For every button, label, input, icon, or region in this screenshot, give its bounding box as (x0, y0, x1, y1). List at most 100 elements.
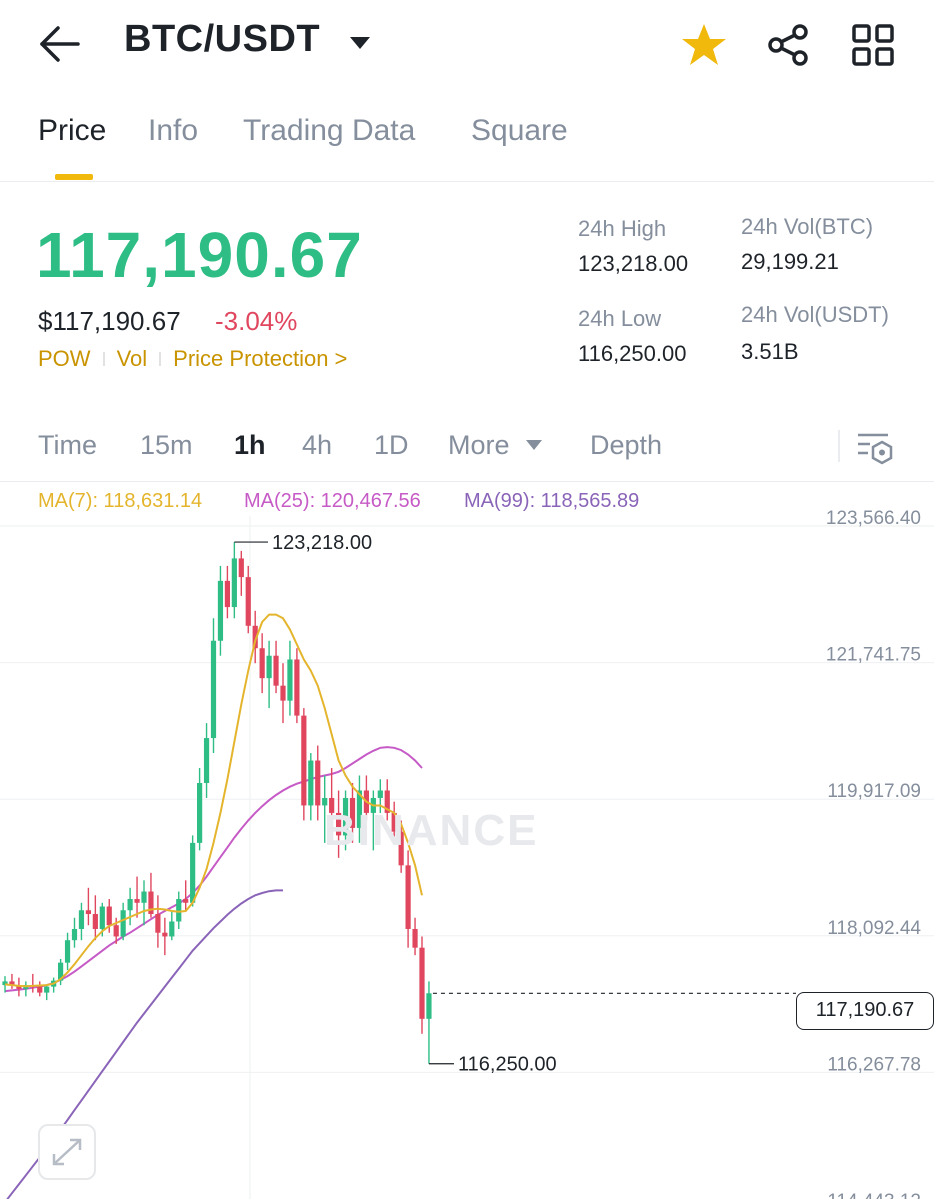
candle-body (336, 812, 342, 836)
tag-separator (159, 352, 162, 366)
candle-body (92, 914, 98, 929)
coin-tags: POW Vol Price Protection > (38, 346, 347, 372)
interval-divider (838, 430, 840, 462)
low-value: 116,250.00 (578, 341, 687, 366)
candle-body (308, 760, 314, 806)
candle-body (405, 865, 411, 929)
candle-body (16, 985, 22, 989)
candle-body (231, 558, 237, 608)
candle-body (190, 842, 196, 903)
fiat-price: $117,190.67 (38, 306, 181, 336)
candle-body (2, 981, 8, 986)
current-price-tag: 117,190.67 (796, 992, 934, 1030)
high-label: 24h High (578, 216, 667, 241)
candle-body (356, 790, 363, 828)
interval-time[interactable]: Time (38, 430, 97, 460)
pair-title[interactable]: BTC/USDT (124, 18, 321, 60)
candle-body (245, 577, 251, 626)
candle-body (342, 797, 349, 836)
binance-watermark: BINANCE (324, 806, 539, 855)
candle-body (9, 981, 15, 986)
y-axis-label: 123,566.40 (826, 508, 921, 529)
share-icon[interactable] (766, 22, 812, 68)
interval-1d[interactable]: 1D (374, 430, 409, 460)
candle-body (176, 899, 182, 922)
tab-square[interactable]: Square (471, 114, 568, 147)
interval-15m[interactable]: 15m (140, 430, 193, 460)
interval-more[interactable]: More (448, 430, 510, 460)
last-price: 117,190.67 (36, 219, 363, 291)
tag-pow[interactable]: POW (38, 346, 91, 371)
back-arrow-icon[interactable] (38, 24, 82, 64)
candle-body (148, 891, 154, 915)
candle-body (273, 655, 279, 686)
interval-1h[interactable]: 1h (234, 430, 266, 460)
candle-body (349, 797, 356, 828)
candle-body (287, 659, 293, 701)
low-marker-label: 116,250.00 (458, 1054, 557, 1076)
y-axis-label: 118,092.44 (827, 918, 921, 939)
tab-bar: Price Info Trading Data Square (0, 100, 934, 182)
ma25-label: MA(25): 120,467.56 (244, 490, 421, 512)
tag-vol[interactable]: Vol (116, 346, 148, 371)
high-value: 123,218.00 (578, 251, 689, 276)
candle-body (37, 986, 43, 993)
more-caret-icon[interactable] (524, 438, 544, 452)
candle-body (106, 906, 112, 926)
candle-body (64, 940, 71, 963)
candle-body (266, 655, 272, 679)
expand-icon (52, 1138, 82, 1166)
ma7-line (4, 613, 423, 988)
candle-body (197, 782, 203, 843)
interval-depth[interactable]: Depth (590, 430, 663, 460)
candle-body (58, 962, 64, 981)
candle-body (426, 993, 432, 1019)
ma7-label: MA(7): 118,631.14 (38, 490, 203, 512)
candle-body (391, 812, 397, 832)
high-marker-label: 123,218.00 (272, 532, 372, 554)
y-axis-label: 116,267.78 (827, 1054, 921, 1075)
candle-body (99, 906, 105, 929)
candle-body (224, 580, 230, 608)
tab-price[interactable]: Price (38, 114, 107, 147)
expand-chart-button[interactable] (38, 1124, 96, 1180)
candle-body (113, 925, 119, 937)
candle-body (71, 928, 78, 941)
tag-price-protection[interactable]: Price Protection > (173, 346, 348, 371)
candle-body (203, 738, 210, 783)
y-axis-label: 114,443.12 (827, 1191, 921, 1199)
candle-body (419, 947, 425, 1019)
vol-btc-value: 29,199.21 (741, 249, 839, 274)
candle-body (217, 580, 224, 641)
chart-settings-icon[interactable] (856, 430, 896, 466)
tab-info[interactable]: Info (148, 114, 199, 147)
candle-body (162, 932, 168, 937)
top-bar: BTC/USDT (0, 0, 934, 90)
interval-4h[interactable]: 4h (302, 430, 333, 460)
ma99-label: MA(99): 118,565.89 (464, 490, 640, 512)
candle-body (259, 648, 265, 679)
candle-body (85, 910, 91, 915)
candle-body (141, 891, 147, 903)
y-axis-label: 119,917.09 (827, 781, 921, 802)
interval-bar: Time 15m 1h 4h 1D More Depth (0, 412, 934, 482)
candle-body (44, 986, 50, 993)
candle-body (183, 899, 189, 903)
star-icon[interactable] (680, 22, 728, 68)
candle-body (280, 685, 286, 701)
y-axis-label: 121,741.75 (826, 645, 921, 666)
grid-icon[interactable] (850, 22, 896, 68)
candle-body (127, 899, 133, 911)
candle-body (294, 659, 300, 716)
candle-body (78, 910, 85, 929)
candle-body (120, 910, 126, 937)
ma25-line (4, 746, 423, 993)
tab-trading-data[interactable]: Trading Data (243, 114, 416, 147)
chevron-down-icon[interactable] (348, 34, 372, 52)
vol-btc-label: 24h Vol(BTC) (741, 214, 874, 239)
candle-body (315, 760, 321, 806)
candle-body (134, 899, 140, 903)
candlestick-chart[interactable]: 123,566.40 121,741.75 119,917.09 118,092.44… (0, 480, 934, 1199)
candle-body (329, 797, 335, 813)
candle-body (384, 790, 390, 813)
